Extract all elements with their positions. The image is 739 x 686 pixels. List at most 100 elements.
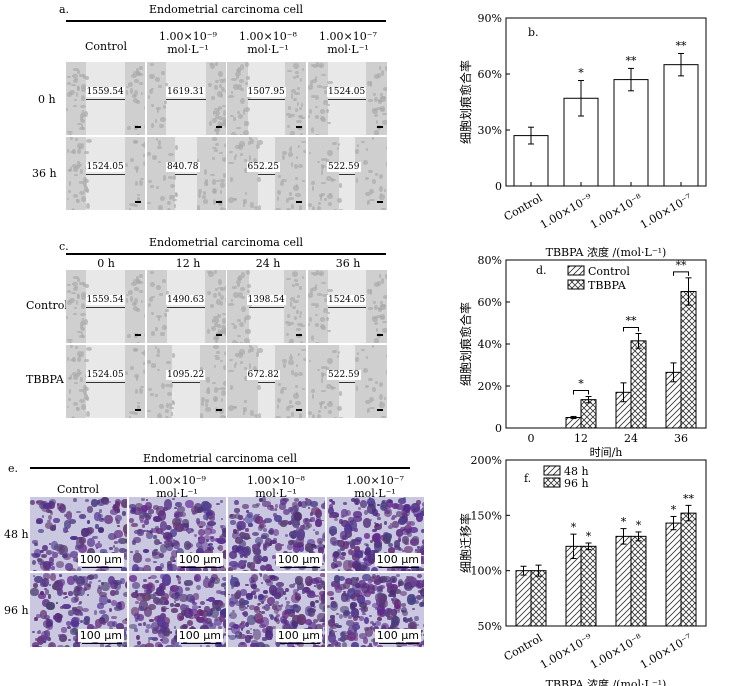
bar-96-h xyxy=(680,512,697,627)
legend-label: 48 h xyxy=(564,465,589,478)
scratch-width-label: 652.25 xyxy=(246,161,280,172)
chart-f: 50% 100% 150% 200% 细胞迁移率 TBBPA 浓度 /(mol·L⁻¹) f… xyxy=(458,454,707,686)
panel-e-letter: e. xyxy=(8,462,19,475)
scale-bar-label: 100 μm xyxy=(275,553,322,566)
plot-frame xyxy=(505,17,707,187)
transwell-image-r1-c2: 100 μm xyxy=(228,573,325,647)
x-tick-label: 1.00×10⁻⁸ xyxy=(588,631,645,672)
y-tick-label: 100% xyxy=(471,565,502,578)
significance-bracket xyxy=(623,327,639,332)
scratch-width-label: 672.82 xyxy=(246,369,280,380)
scratch-width-label: 1559.54 xyxy=(85,86,125,97)
scale-bar-label: 100 μm xyxy=(77,629,124,642)
y-tick-label: 0 xyxy=(495,422,502,435)
scratch-image-r0-c1: 1490.63 xyxy=(146,270,226,343)
panel-c-col-2: 24 h xyxy=(255,257,281,270)
x-axis-label: TBBPA 浓度 /(mol·L⁻¹) xyxy=(546,677,667,686)
panel-a-row-0: 0 h xyxy=(38,93,56,106)
bar-48-h xyxy=(615,535,632,627)
y-axis-label: 细胞划痕愈合率 xyxy=(458,302,473,386)
scratch-image-r0-c2: 1398.54 xyxy=(227,270,306,343)
transwell-image-r1-c3: 100 μm xyxy=(327,573,424,647)
scratch-image-r0-c0: 1559.54 xyxy=(66,62,145,135)
scratch-image-r1-c1: 840.78 xyxy=(146,137,226,210)
x-tick-label: 24 xyxy=(624,432,638,445)
scratch-width-label: 1095.22 xyxy=(166,369,206,380)
y-tick-label: 60% xyxy=(478,296,502,309)
significance-label: * xyxy=(578,378,584,391)
legend-label: 96 h xyxy=(564,477,589,490)
scratch-image-r1-c0: 1524.05 xyxy=(66,345,145,418)
panel-a-rule xyxy=(66,20,386,22)
significance-label: ** xyxy=(626,54,638,67)
bar-tbbpa xyxy=(680,291,697,429)
scratch-image-r0-c2: 1507.95 xyxy=(227,62,306,135)
significance-label: * xyxy=(621,516,627,529)
x-tick-label: 1.00×10⁻⁹ xyxy=(538,631,595,672)
panel-c-col-1: 12 h xyxy=(175,257,201,270)
plot-frame xyxy=(505,459,707,627)
panel-e-col-3: 1.00×10⁻⁷ mol·L⁻¹ xyxy=(346,474,404,500)
significance-label: * xyxy=(586,530,592,543)
x-tick-label: Control xyxy=(502,631,545,663)
bar-48-h xyxy=(665,522,682,627)
x-tick-label: 0 xyxy=(528,432,535,445)
significance-label: ** xyxy=(676,259,688,272)
panel-e-rule xyxy=(30,467,410,469)
scratch-width-label: 1524.05 xyxy=(85,161,125,172)
panel-c-rule xyxy=(66,253,386,255)
scratch-width-label: 840.78 xyxy=(166,161,200,172)
panel-a-col-0: Control xyxy=(85,40,127,53)
x-tick-label: 36 xyxy=(674,432,688,445)
scratch-image-r0-c0: 1559.54 xyxy=(66,270,145,343)
transwell-image-r0-c2: 100 μm xyxy=(228,497,325,571)
panel-a-row-1: 36 h xyxy=(32,167,57,180)
scale-bar-label: 100 μm xyxy=(374,553,421,566)
panel-a-col-2: 1.00×10⁻⁸ mol·L⁻¹ xyxy=(239,30,297,56)
significance-bracket xyxy=(573,390,589,395)
panel-c-letter: c. xyxy=(59,240,69,253)
transwell-image-r1-c1: 100 μm xyxy=(129,573,226,647)
y-tick-label: 200% xyxy=(471,454,502,467)
legend-swatch xyxy=(543,477,561,488)
panel-c-row-1: TBBPA xyxy=(26,373,64,386)
panel-e-row-0: 48 h xyxy=(4,528,29,541)
scratch-width-label: 522.59 xyxy=(327,369,361,380)
panel-a-col-3: 1.00×10⁻⁷ mol·L⁻¹ xyxy=(319,30,377,56)
x-tick-label: 1.00×10⁻⁷ xyxy=(638,631,695,672)
bar xyxy=(663,64,699,187)
scratch-image-r0-c3: 1524.05 xyxy=(307,62,387,135)
y-axis-label: 细胞迁移率 xyxy=(458,513,473,573)
significance-label: ** xyxy=(626,315,638,328)
scratch-width-label: 1490.63 xyxy=(166,294,206,305)
legend-label: TBBPA xyxy=(588,279,627,292)
panel-e-row-1: 96 h xyxy=(4,604,29,617)
scale-bar-label: 100 μm xyxy=(275,629,322,642)
scratch-width-label: 1398.54 xyxy=(246,294,286,305)
transwell-image-r0-c0: 100 μm xyxy=(30,497,127,571)
significance-label: * xyxy=(671,503,677,516)
scale-bar-label: 100 μm xyxy=(176,629,223,642)
scratch-image-r1-c3: 522.59 xyxy=(307,137,387,210)
scratch-width-label: 1524.05 xyxy=(327,86,367,97)
y-tick-label: 90% xyxy=(478,12,502,25)
x-tick-label: 1.00×10⁻⁷ xyxy=(638,191,695,232)
x-tick-label: Control xyxy=(502,191,545,223)
panel-e-col-2: 1.00×10⁻⁸ mol·L⁻¹ xyxy=(247,474,305,500)
scale-bar-label: 100 μm xyxy=(374,629,421,642)
panel-e-col-1: 1.00×10⁻⁹ mol·L⁻¹ xyxy=(148,474,206,500)
bar xyxy=(613,79,649,187)
significance-label: * xyxy=(636,519,642,532)
significance-label: * xyxy=(571,521,577,534)
panel-letter: f. xyxy=(524,472,531,485)
scratch-image-r1-c1: 1095.22 xyxy=(146,345,226,418)
bar-48-h xyxy=(515,570,532,627)
bar-96-h xyxy=(580,545,597,627)
bar-tbbpa xyxy=(630,340,647,429)
panel-a-col-1: 1.00×10⁻⁹ mol·L⁻¹ xyxy=(159,30,217,56)
y-tick-label: 20% xyxy=(478,380,502,393)
legend-label: Control xyxy=(588,265,630,278)
scale-bar-label: 100 μm xyxy=(176,553,223,566)
